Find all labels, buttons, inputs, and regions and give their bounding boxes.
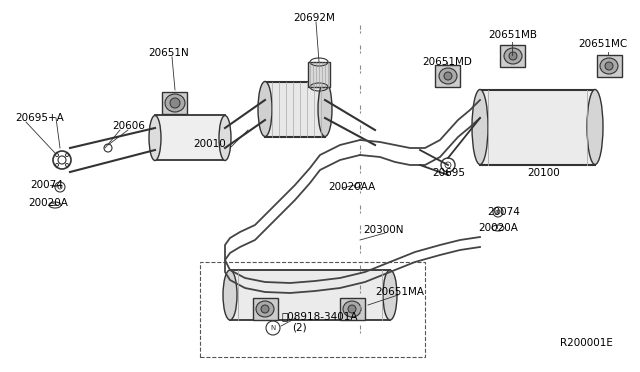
- Ellipse shape: [149, 115, 161, 160]
- Bar: [308, 62, 330, 87]
- Bar: [480, 90, 595, 165]
- Text: 20020A: 20020A: [478, 223, 518, 233]
- Text: 20074: 20074: [487, 207, 520, 217]
- Text: 20074: 20074: [30, 180, 63, 190]
- Ellipse shape: [587, 90, 603, 164]
- Ellipse shape: [223, 270, 237, 320]
- Text: N: N: [270, 325, 276, 331]
- Text: 20606: 20606: [112, 121, 145, 131]
- Bar: [500, 45, 525, 67]
- Text: 20695+A: 20695+A: [15, 113, 64, 123]
- Text: 20651MC: 20651MC: [578, 39, 627, 49]
- Text: 20692M: 20692M: [293, 13, 335, 23]
- Text: 20100: 20100: [527, 168, 560, 178]
- Text: 20010: 20010: [193, 139, 226, 149]
- Ellipse shape: [343, 301, 361, 317]
- Circle shape: [261, 305, 269, 313]
- Text: (2): (2): [292, 323, 307, 333]
- Text: 20651MB: 20651MB: [488, 30, 537, 40]
- Bar: [162, 92, 187, 114]
- Ellipse shape: [472, 90, 488, 164]
- Ellipse shape: [258, 81, 272, 137]
- Circle shape: [444, 72, 452, 80]
- Text: R200001E: R200001E: [560, 338, 613, 348]
- Text: 20020AA: 20020AA: [328, 182, 375, 192]
- Text: 20651MD: 20651MD: [422, 57, 472, 67]
- Bar: [265, 82, 325, 137]
- Ellipse shape: [256, 301, 274, 317]
- Text: 20651N: 20651N: [148, 48, 189, 58]
- Bar: [200, 262, 425, 357]
- Text: 20300N: 20300N: [363, 225, 403, 235]
- Circle shape: [605, 62, 613, 70]
- Circle shape: [170, 98, 180, 108]
- Ellipse shape: [318, 81, 332, 137]
- Ellipse shape: [504, 48, 522, 64]
- Bar: [340, 298, 365, 320]
- Ellipse shape: [219, 115, 231, 160]
- Bar: [435, 65, 460, 87]
- Bar: [155, 115, 225, 160]
- Text: ⓝ08918-3401A: ⓝ08918-3401A: [282, 311, 358, 321]
- Circle shape: [348, 305, 356, 313]
- Text: 20695: 20695: [432, 168, 465, 178]
- Text: 20020A: 20020A: [28, 198, 68, 208]
- Text: 20651MA: 20651MA: [375, 287, 424, 297]
- Bar: [597, 55, 622, 77]
- Ellipse shape: [383, 270, 397, 320]
- Ellipse shape: [600, 58, 618, 74]
- Ellipse shape: [439, 68, 457, 84]
- Ellipse shape: [165, 94, 185, 112]
- Circle shape: [509, 52, 517, 60]
- Bar: [253, 298, 278, 320]
- Bar: [230, 270, 390, 320]
